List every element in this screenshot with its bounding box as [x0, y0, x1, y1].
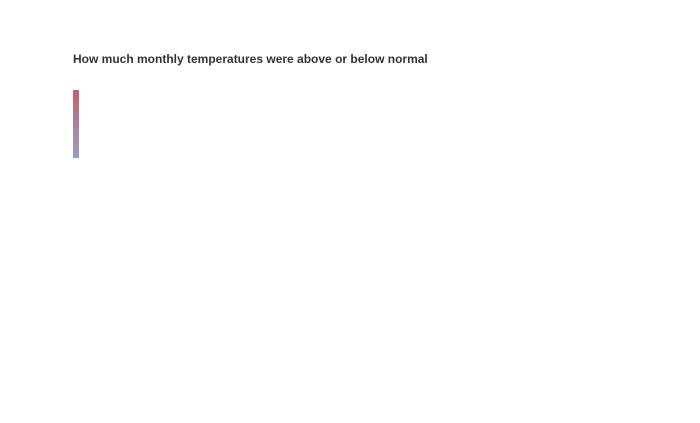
chart-title: How much monthly temperatures were above…	[73, 52, 428, 66]
color-bar	[73, 90, 79, 158]
legend: How much monthly temperatures were above…	[73, 52, 428, 158]
